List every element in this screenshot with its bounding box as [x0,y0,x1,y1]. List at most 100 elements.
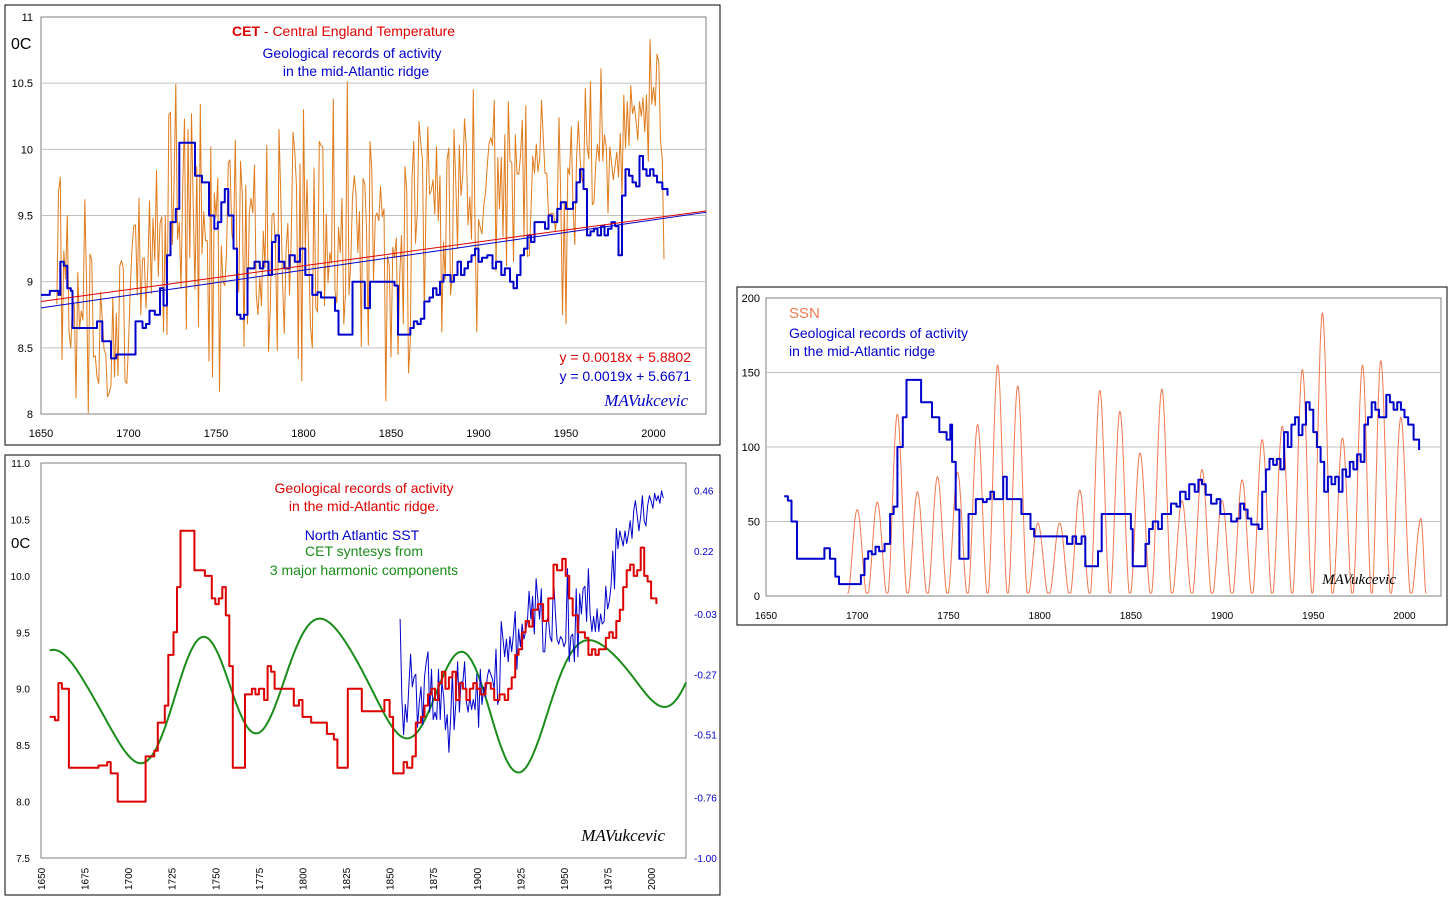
sst-y2-tick-label: -0.03 [694,610,717,621]
sst-x-tick-label: 1675 [81,867,92,890]
sst-subtitle-line-2: in the mid-Atlantic ridge. [289,498,439,514]
ssn-subtitle-line-2: in the mid-Atlantic ridge [789,343,936,359]
ssn-y-tick-label: 50 [748,517,760,529]
sst-y-tick-label: 10.0 [11,572,31,583]
ssn-x-tick-label: 1700 [846,611,869,622]
sst-signature: MAVukcevic [580,826,665,845]
sst-legend-synth-2: 3 major harmonic components [270,562,458,578]
cet-y-tick-label: 9 [27,277,33,289]
cet-signature: MAVukcevic [603,391,688,410]
ssn-series-group [784,312,1427,594]
sst-x-tick-label: 1850 [386,867,397,890]
sst-x-tick-label: 1925 [516,867,527,890]
cet-series-line [56,39,665,414]
cet-y-axis-label: 0C [11,36,31,53]
ssn-x-tick-label: 1750 [937,611,960,622]
ssn-subtitle-line-1: Geological records of activity [789,325,968,341]
ssn-y-axis: 0 50 100 150 200 [742,293,760,603]
sst-plot-area [40,462,687,859]
cet-subtitle-line-2: in the mid-Atlantic ridge [283,63,430,79]
sst-y-tick-label: 9.5 [16,628,30,639]
sst-x-tick-label: 1875 [429,867,440,890]
ssn-y-tick-label: 0 [754,591,760,603]
ssn-y-tick-label: 150 [742,368,760,380]
cet-x-tick-label: 2000 [641,428,665,440]
sst-subtitle-line-1: Geological records of activity [275,480,454,496]
sst-x-tick-label: 1650 [37,867,48,890]
ssn-series-line [847,312,1427,594]
geo-trend-line [40,211,707,309]
sst-x-tick-label: 1800 [298,867,309,890]
sst-y-tick-label: 8.0 [16,798,30,809]
sst-y2-tick-label: -0.27 [694,670,717,681]
sst-y2-tick-label: 0.22 [694,547,714,558]
sst-legend-synth-1: CET syntesys from [305,543,423,559]
ssn-x-tick-label: 1950 [1302,611,1325,622]
cet-geo-series-line [41,141,669,360]
sst-y2-tick-label: -0.51 [694,731,717,742]
cet-x-tick-label: 1700 [116,428,140,440]
ssn-signature: MAVukcevic [1321,572,1396,588]
ssn-x-tick-label: 1650 [755,611,778,622]
sst-series-line [399,490,664,753]
cet-title: CET - Central England Temperature [232,23,455,39]
ssn-chart: 0 50 100 150 200 1650 1700 1750 1800 1850 1900 195… [736,286,1448,626]
cet-y-tick-label: 8 [27,409,33,421]
cet-x-tick-label: 1900 [466,428,490,440]
cet-y-axis: 8 8.5 9 9.5 10 10.5 11 [12,12,33,421]
sst-x-tick-label: 1825 [342,867,353,890]
sst-secondary-y-axis: -1.00 -0.76 -0.51 -0.27 -0.03 0.22 0.46 [694,487,717,865]
sst-x-tick-label: 1950 [560,867,571,890]
sst-x-tick-label: 1900 [473,867,484,890]
cet-subtitle-line-1: Geological records of activity [263,45,442,61]
cet-x-tick-label: 1750 [204,428,228,440]
ssn-y-tick-label: 100 [742,442,760,454]
sst-y2-tick-label: -0.76 [694,794,717,805]
cet-y-tick-label: 10 [21,144,33,156]
cet-x-tick-label: 1800 [291,428,315,440]
ssn-x-tick-label: 1800 [1029,611,1052,622]
sst-harmonic-synthesis-line [49,617,687,774]
sst-x-tick-label: 1725 [168,867,179,890]
sst-y-tick-label: 8.5 [16,741,30,752]
sst-x-tick-label: 2000 [647,867,658,890]
cet-x-tick-label: 1850 [379,428,403,440]
sst-y-tick-label: 10.5 [11,515,31,526]
cet-trend-line [40,210,707,302]
sst-y-tick-label: 7.5 [16,854,30,865]
ssn-x-axis: 1650 1700 1750 1800 1850 1900 1950 2000 [755,611,1416,622]
cet-equation-2: y = 0.0019x + 5.6671 [559,368,691,384]
cet-x-tick-label: 1650 [29,428,53,440]
sst-y2-tick-label: -1.00 [694,854,717,865]
sst-y2-tick-label: 0.46 [694,487,714,498]
ssn-x-tick-label: 1850 [1120,611,1143,622]
sst-y-axis-label: 0C [11,535,30,552]
ssn-x-tick-label: 2000 [1393,611,1416,622]
sst-y-tick-label: 9.0 [16,685,30,696]
cet-x-axis: 1650 1700 1750 1800 1850 1900 1950 2000 [29,428,666,440]
sst-x-tick-label: 1750 [211,867,222,890]
sst-chart: 7.5 8.0 8.5 9.0 9.5 10.0 10.5 11.0 -1.00 -0.76 -0… [4,454,721,896]
sst-x-tick-label: 1975 [604,867,615,890]
sst-x-tick-label: 1700 [124,867,135,890]
cet-y-tick-label: 11 [22,12,33,24]
cet-y-tick-label: 9.5 [18,211,33,223]
sst-y-tick-label: 11.0 [11,459,30,470]
sst-series-group [49,490,687,803]
cet-series-group [40,39,707,414]
sst-x-axis: 1650 1675 1700 1725 1750 1775 1800 1825 1850 1875… [37,867,658,890]
ssn-y-tick-label: 200 [742,293,760,305]
sst-legend-sst: North Atlantic SST [305,527,420,543]
ssn-x-tick-label: 1900 [1211,611,1234,622]
cet-equation-1: y = 0.0018x + 5.8802 [559,349,691,365]
sst-x-tick-label: 1775 [255,867,266,890]
ssn-title: SSN [789,305,820,322]
sst-geo-series-line [49,529,658,803]
cet-x-tick-label: 1950 [554,428,578,440]
cet-chart: 8 8.5 9 9.5 10 10.5 11 1650 1700 1750 1800 1850 190… [4,4,721,446]
cet-y-tick-label: 10.5 [12,78,33,90]
ssn-geo-series-line [784,378,1421,586]
sst-y-axis: 7.5 8.0 8.5 9.0 9.5 10.0 10.5 11.0 [11,459,31,865]
cet-y-tick-label: 8.5 [18,343,33,355]
